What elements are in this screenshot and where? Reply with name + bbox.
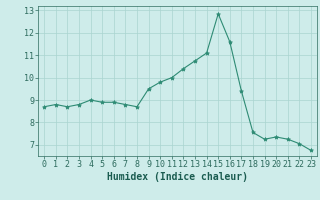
- X-axis label: Humidex (Indice chaleur): Humidex (Indice chaleur): [107, 172, 248, 182]
